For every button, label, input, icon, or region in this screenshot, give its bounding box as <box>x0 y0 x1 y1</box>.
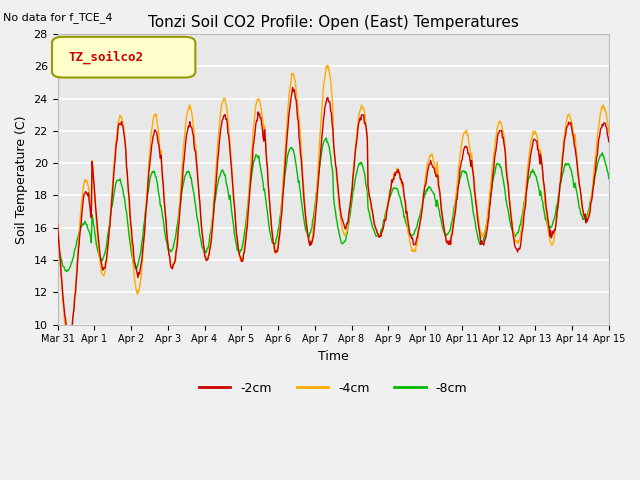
X-axis label: Time: Time <box>318 350 349 363</box>
Legend: -2cm, -4cm, -8cm: -2cm, -4cm, -8cm <box>194 377 472 400</box>
Text: TZ_soilco2: TZ_soilco2 <box>68 50 143 64</box>
Y-axis label: Soil Temperature (C): Soil Temperature (C) <box>15 115 28 243</box>
Title: Tonzi Soil CO2 Profile: Open (East) Temperatures: Tonzi Soil CO2 Profile: Open (East) Temp… <box>148 15 518 30</box>
FancyBboxPatch shape <box>52 37 195 78</box>
Text: No data for f_TCE_4: No data for f_TCE_4 <box>3 12 113 23</box>
